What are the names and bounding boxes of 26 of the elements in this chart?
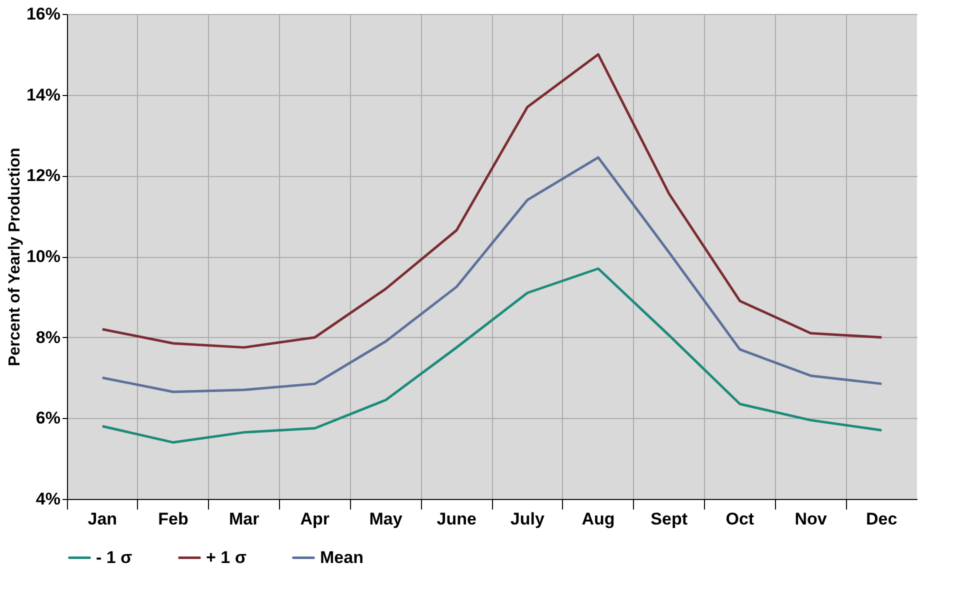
legend-label: Mean: [320, 548, 364, 567]
y-axis-title: Percent of Yearly Production: [6, 148, 24, 366]
line-series: [101, 156, 883, 394]
legend-label: + 1 σ: [206, 548, 247, 567]
x-tick-label: Sept: [650, 510, 688, 528]
x-tick-label: May: [369, 510, 403, 528]
x-tick-label: July: [510, 510, 545, 528]
legend-label: - 1 σ: [96, 548, 133, 567]
x-tick-label: Mar: [228, 510, 260, 528]
line-series: [101, 53, 883, 349]
y-tick-label: 16%: [26, 4, 60, 24]
x-tick-label: Oct: [726, 510, 754, 528]
x-tick-label: Apr: [300, 510, 330, 528]
x-tick-label: June: [436, 510, 476, 528]
line-series: [101, 267, 883, 444]
y-tick-label: 14%: [26, 85, 60, 104]
x-tick-label: Aug: [582, 510, 615, 528]
x-tick-label: Jan: [88, 510, 118, 528]
x-tick-label: Nov: [794, 510, 828, 528]
y-tick-label: 10%: [26, 247, 60, 266]
x-tick-label: Feb: [158, 510, 188, 528]
y-tick-label: 12%: [26, 166, 60, 186]
y-tick-label: 4%: [36, 490, 60, 508]
x-tick-label: Dec: [866, 510, 898, 528]
y-tick-label: 6%: [36, 408, 60, 428]
y-tick-label: 8%: [36, 328, 60, 347]
